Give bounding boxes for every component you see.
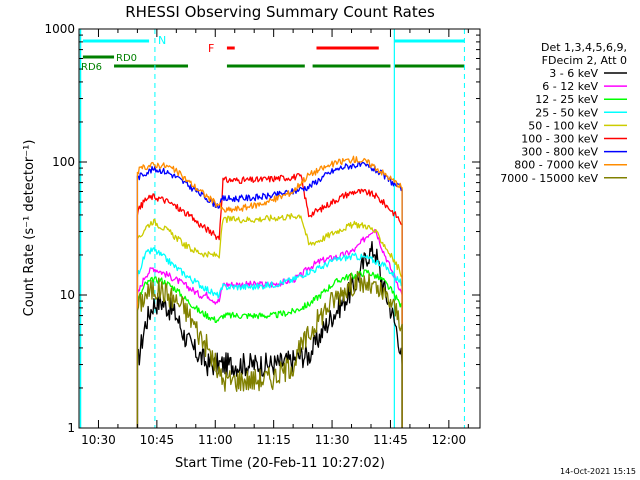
- legend-header-0: Det 1,3,4,5,6,9,: [541, 41, 627, 54]
- x-tick-label-5: 11:45: [373, 433, 408, 447]
- series-line-8: [136, 270, 403, 428]
- x-tick-label-6: 12:00: [432, 433, 467, 447]
- chart-title: RHESSI Observing Summary Count Rates: [125, 3, 435, 21]
- legend-label-6: 300 - 800 keV: [521, 146, 598, 159]
- series-line-2: [136, 269, 403, 428]
- legend-header-1: FDecim 2, Att 0: [542, 54, 627, 67]
- legend-label-4: 50 - 100 keV: [528, 119, 598, 132]
- series-line-4: [136, 213, 403, 428]
- series-lines: [136, 155, 403, 428]
- flag-bars: [79, 29, 465, 428]
- legend-label-1: 6 - 12 keV: [542, 80, 598, 93]
- x-axis-label: Start Time (20-Feb-11 10:27:02): [175, 456, 385, 471]
- series-line-1: [136, 228, 403, 428]
- flag-label-rd6: RD6: [81, 62, 102, 73]
- legend-label-0: 3 - 6 keV: [549, 67, 598, 80]
- y-tick-label-3: 1000: [44, 22, 75, 36]
- series-line-5: [136, 172, 403, 428]
- flag-label-rd0: RD0: [116, 53, 137, 64]
- series-line-0: [136, 240, 403, 428]
- x-tick-label-3: 11:15: [256, 433, 291, 447]
- legend-label-5: 100 - 300 keV: [521, 133, 598, 146]
- timestamp: 14-Oct-2021 15:15: [560, 467, 636, 476]
- series-line-6: [136, 161, 403, 428]
- x-tick-label-0: 10:30: [81, 433, 116, 447]
- legend: Det 1,3,4,5,6,9,FDecim 2, Att 03 - 6 keV…: [500, 41, 627, 185]
- series-line-7: [136, 155, 403, 428]
- y-tick-label-2: 100: [52, 155, 75, 169]
- flag-label-n: N: [158, 34, 166, 47]
- y-axis-label: Count Rate (s⁻¹ detector⁻¹): [22, 140, 37, 317]
- x-tick-label-4: 11:30: [315, 433, 350, 447]
- y-tick-label-1: 10: [60, 288, 75, 302]
- x-tick-label-1: 10:45: [140, 433, 175, 447]
- legend-label-3: 25 - 50 keV: [535, 106, 598, 119]
- legend-label-7: 800 - 7000 keV: [514, 159, 598, 172]
- flag-label-f: F: [208, 42, 214, 55]
- legend-label-2: 12 - 25 keV: [535, 93, 598, 106]
- y-tick-label-0: 1: [67, 421, 75, 435]
- x-tick-label-2: 11:00: [198, 433, 233, 447]
- legend-label-8: 7000 - 15000 keV: [500, 172, 598, 185]
- axes: 1 10 100 1000 10:30 10:45 11:00 11:15 11:30 11:45…: [44, 22, 481, 447]
- series-line-3: [136, 247, 403, 428]
- plot-frame: [78, 28, 481, 429]
